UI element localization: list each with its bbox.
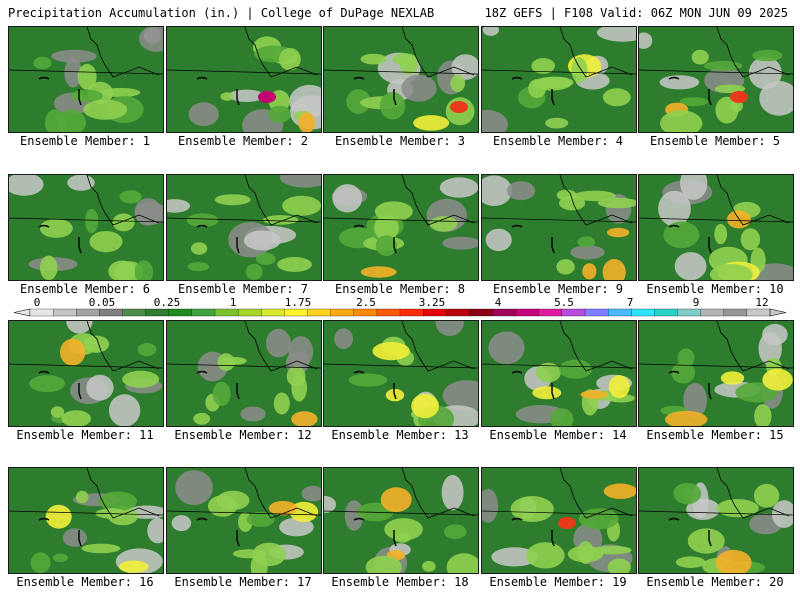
ensemble-member-label: Ensemble Member: 11 bbox=[6, 428, 164, 442]
ensemble-member-map bbox=[481, 467, 637, 574]
ensemble-member-label: Ensemble Member: 6 bbox=[6, 282, 164, 296]
ensemble-member-map bbox=[481, 320, 637, 427]
legend-swatch bbox=[238, 309, 261, 316]
ensemble-member-map bbox=[8, 174, 164, 281]
ensemble-member-map bbox=[166, 26, 322, 133]
ensemble-member-label: Ensemble Member: 20 bbox=[636, 575, 794, 589]
ensemble-member-map bbox=[481, 26, 637, 133]
ensemble-member-label: Ensemble Member: 15 bbox=[636, 428, 794, 442]
ensemble-member-map bbox=[323, 320, 479, 427]
ensemble-member-map bbox=[166, 320, 322, 427]
legend-tick-label: 3.25 bbox=[419, 296, 446, 309]
legend-tick-label: 5.5 bbox=[554, 296, 574, 309]
ensemble-member-map bbox=[481, 174, 637, 281]
legend-swatch bbox=[99, 309, 122, 316]
ensemble-member-label: Ensemble Member: 5 bbox=[636, 134, 794, 148]
ensemble-member-label: Ensemble Member: 17 bbox=[164, 575, 322, 589]
legend-swatch bbox=[284, 309, 307, 316]
ensemble-member-label: Ensemble Member: 8 bbox=[321, 282, 479, 296]
legend-tick-label: 1 bbox=[230, 296, 237, 309]
ensemble-member-map bbox=[323, 174, 479, 281]
legend-tick-label: 2.5 bbox=[356, 296, 376, 309]
model-run-info: 18Z GEFS | F108 Valid: 06Z MON JUN 09 20… bbox=[485, 6, 788, 20]
legend-swatch bbox=[146, 309, 169, 316]
ensemble-member-map bbox=[638, 320, 794, 427]
legend-swatch bbox=[261, 309, 284, 316]
legend-swatch bbox=[377, 309, 400, 316]
ensemble-member-label: Ensemble Member: 12 bbox=[164, 428, 322, 442]
legend-swatch bbox=[724, 309, 747, 316]
legend-swatch bbox=[123, 309, 146, 316]
legend-swatch bbox=[562, 309, 585, 316]
legend-swatch bbox=[516, 309, 539, 316]
ensemble-member-label: Ensemble Member: 3 bbox=[321, 134, 479, 148]
legend-swatch bbox=[539, 309, 562, 316]
ensemble-member-label: Ensemble Member: 1 bbox=[6, 134, 164, 148]
legend-swatch bbox=[215, 309, 238, 316]
ensemble-member-map bbox=[8, 320, 164, 427]
ensemble-member-map bbox=[8, 467, 164, 574]
ensemble-member-label: Ensemble Member: 19 bbox=[479, 575, 637, 589]
precip-color-legend: 0 0.05 0.25 1 1.75 2.5 3.25 4 5.5 7 9 12 bbox=[0, 296, 800, 320]
ensemble-member-label: Ensemble Member: 9 bbox=[479, 282, 637, 296]
legend-tick-label: 1.75 bbox=[285, 296, 312, 309]
legend-tick-label: 0 bbox=[34, 296, 41, 309]
ensemble-member-map bbox=[638, 174, 794, 281]
ensemble-member-label: Ensemble Member: 16 bbox=[6, 575, 164, 589]
ensemble-member-label: Ensemble Member: 13 bbox=[321, 428, 479, 442]
legend-swatch bbox=[493, 309, 516, 316]
ensemble-member-map bbox=[323, 26, 479, 133]
legend-swatch bbox=[354, 309, 377, 316]
ensemble-member-map bbox=[8, 26, 164, 133]
ensemble-member-map bbox=[166, 174, 322, 281]
legend-tick-label: 4 bbox=[495, 296, 502, 309]
ensemble-member-label: Ensemble Member: 18 bbox=[321, 575, 479, 589]
ensemble-member-label: Ensemble Member: 14 bbox=[479, 428, 637, 442]
legend-tick-label: 7 bbox=[627, 296, 634, 309]
ensemble-member-map bbox=[323, 467, 479, 574]
legend-swatch bbox=[331, 309, 354, 316]
legend-swatch bbox=[30, 309, 53, 316]
legend-swatch bbox=[446, 309, 469, 316]
ensemble-member-label: Ensemble Member: 2 bbox=[164, 134, 322, 148]
ensemble-member-label: Ensemble Member: 7 bbox=[164, 282, 322, 296]
legend-swatch bbox=[308, 309, 331, 316]
ensemble-member-label: Ensemble Member: 10 bbox=[636, 282, 794, 296]
legend-arrow-high bbox=[770, 309, 786, 316]
legend-swatch bbox=[585, 309, 608, 316]
legend-swatch bbox=[192, 309, 215, 316]
legend-tick-label: 12 bbox=[755, 296, 768, 309]
map-title: Precipitation Accumulation (in.) | Colle… bbox=[8, 6, 434, 20]
ensemble-member-map bbox=[166, 467, 322, 574]
legend-swatch bbox=[423, 309, 446, 316]
legend-tick-label: 0.05 bbox=[89, 296, 116, 309]
legend-swatch bbox=[631, 309, 654, 316]
legend-tick-label: 0.25 bbox=[154, 296, 181, 309]
ensemble-member-label: Ensemble Member: 4 bbox=[479, 134, 637, 148]
legend-swatch bbox=[678, 309, 701, 316]
legend-swatch bbox=[53, 309, 76, 316]
ensemble-member-map bbox=[638, 467, 794, 574]
legend-arrow-low bbox=[14, 309, 30, 316]
ensemble-member-map bbox=[638, 26, 794, 133]
legend-swatch bbox=[654, 309, 677, 316]
legend-swatch bbox=[747, 309, 770, 316]
legend-swatch bbox=[400, 309, 423, 316]
legend-tick-label: 9 bbox=[693, 296, 700, 309]
legend-swatch bbox=[76, 309, 99, 316]
legend-swatch bbox=[469, 309, 492, 316]
legend-swatch bbox=[169, 309, 192, 316]
legend-swatch bbox=[608, 309, 631, 316]
legend-swatch bbox=[701, 309, 724, 316]
